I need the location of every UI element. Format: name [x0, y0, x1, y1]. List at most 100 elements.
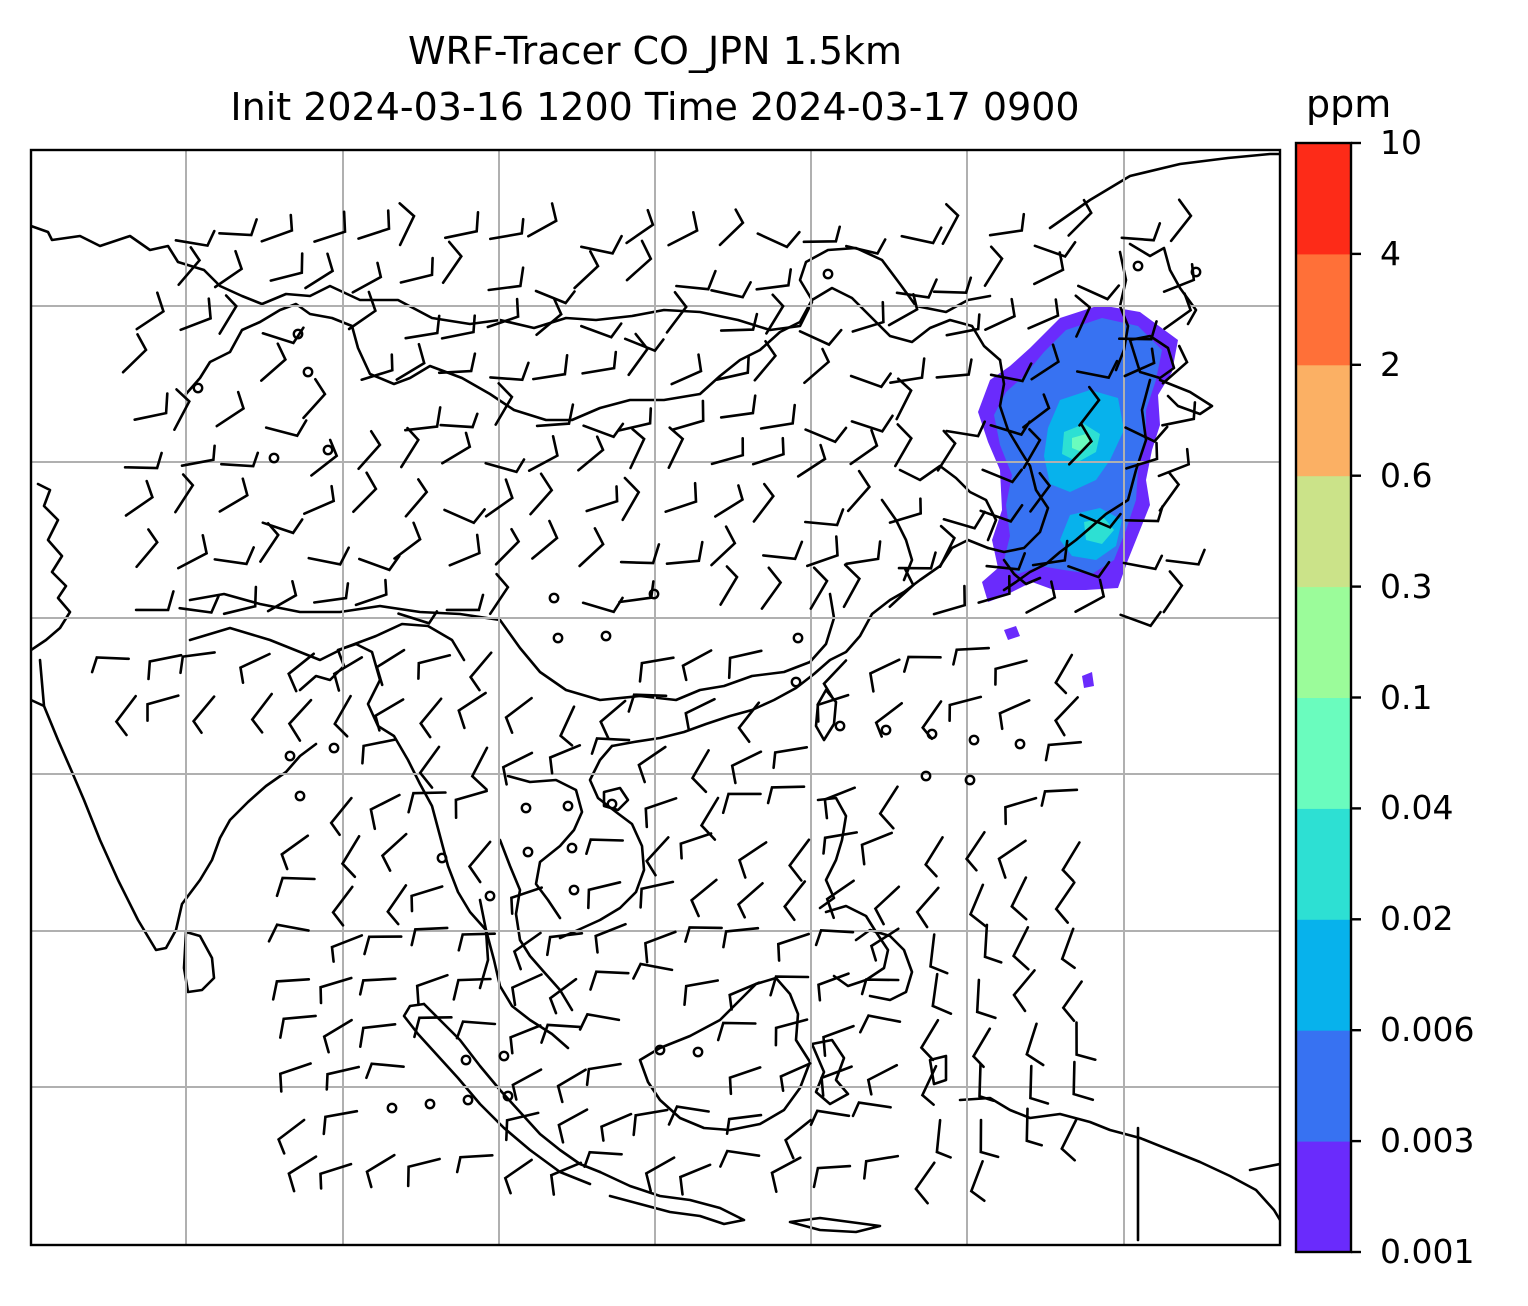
wind-barb: [784, 1118, 812, 1160]
wind-barb: [888, 567, 915, 608]
wind-barb: [874, 702, 903, 738]
colorbar-segment: [1296, 364, 1351, 477]
wind-barb: [1010, 876, 1028, 921]
wind-barb: [617, 407, 653, 432]
wind-barb: [404, 406, 442, 432]
calm-wind-circle: [822, 268, 834, 280]
wind-barb: [1053, 696, 1079, 737]
wind-barb: [271, 978, 311, 1001]
coastline-visayas: [824, 904, 890, 988]
wind-barb: [307, 546, 350, 566]
wind-barb: [710, 281, 752, 299]
wind-barb: [988, 212, 1026, 237]
calm-wind-circle: [926, 728, 938, 740]
wind-barb: [275, 876, 316, 898]
wind-barb: [971, 1027, 992, 1069]
wind-barb: [439, 412, 479, 429]
wind-barb: [511, 1068, 543, 1101]
wind-barb: [332, 656, 364, 692]
wind-barb: [580, 234, 623, 255]
wind-barb: [587, 881, 622, 910]
colorbar-tick-label: 0.1: [1380, 677, 1433, 717]
calm-wind-circle: [654, 1044, 666, 1056]
wind-barb: [859, 1014, 902, 1034]
wind-barb: [619, 543, 661, 565]
colorbar-segment: [1296, 808, 1351, 920]
wind-barb: [1076, 359, 1119, 380]
wind-barb: [627, 693, 668, 713]
wind-barb: [417, 654, 452, 680]
wind-barb: [822, 659, 848, 698]
wind-barb: [945, 420, 986, 438]
wind-barb: [798, 328, 843, 347]
wind-barb: [948, 695, 983, 722]
wind-barb: [774, 1018, 809, 1047]
wind-barb: [997, 839, 1027, 879]
wind-barb: [135, 291, 165, 331]
wind-barb: [174, 473, 195, 514]
wind-barb: [133, 392, 169, 421]
calm-wind-circle: [294, 790, 306, 802]
wind-barb: [510, 973, 543, 1007]
wind-barb: [437, 352, 477, 375]
wind-barb: [804, 508, 845, 527]
colorbar-segment: [1296, 586, 1351, 698]
wind-barb: [1118, 320, 1158, 341]
wind-barb: [675, 269, 717, 291]
wind-barb: [310, 438, 339, 477]
coastline-kamchatka: [1128, 242, 1198, 326]
wind-barb: [945, 313, 981, 337]
wind-barb: [413, 1016, 453, 1039]
wind-barb: [863, 1154, 900, 1180]
wind-barb: [1124, 425, 1169, 443]
wind-barb: [532, 354, 569, 381]
calm-wind-circle: [462, 1094, 474, 1106]
colorbar-segment: [1296, 253, 1351, 366]
wind-barb: [762, 540, 804, 561]
wind-barb: [644, 797, 678, 829]
wind-barb: [215, 390, 246, 428]
wind-barb: [1044, 740, 1082, 762]
wind-barb: [1060, 1118, 1078, 1162]
coastlines: [31, 152, 1280, 1242]
wind-barb: [753, 340, 778, 382]
wind-barb: [333, 694, 352, 738]
wind-barb: [407, 791, 447, 814]
wind-barb: [978, 1063, 995, 1102]
calm-wind-circle: [424, 1098, 436, 1110]
wind-barb: [213, 249, 244, 289]
wind-barb: [1012, 969, 1036, 1013]
wind-barb: [484, 458, 526, 474]
wind-barb: [361, 738, 397, 765]
wind-barb: [510, 886, 543, 915]
wind-barb: [419, 697, 443, 739]
wind-barb: [1072, 1060, 1095, 1102]
wind-barb: [638, 656, 675, 683]
wind-barb: [359, 1023, 397, 1048]
wind-barb: [488, 572, 510, 616]
wind-barb: [788, 838, 811, 882]
wind-barb: [625, 208, 655, 245]
wind-barb: [975, 978, 997, 1020]
wind-barb: [625, 239, 653, 282]
wind-barb: [393, 521, 422, 560]
calm-wind-circle: [920, 770, 932, 782]
wind-barb: [404, 314, 441, 340]
wind-barb: [802, 225, 841, 244]
wind-barb: [527, 202, 558, 238]
wind-barb: [1061, 841, 1081, 883]
border-russia-manchuria: [798, 246, 992, 314]
wind-barb: [621, 476, 641, 522]
wind-barb: [1067, 560, 1111, 579]
wind-barb: [322, 1109, 359, 1136]
colorbar-tick-label: 0.04: [1380, 788, 1454, 828]
wind-barb: [931, 972, 953, 1015]
wind-barb: [410, 885, 444, 913]
wind-barb: [889, 357, 926, 384]
wind-barb: [319, 1162, 353, 1190]
wind-barb: [1029, 471, 1052, 513]
wind-barb: [825, 879, 855, 920]
wind-barb: [816, 693, 850, 723]
colorbar-segment: [1296, 1030, 1351, 1142]
wind-barb: [179, 651, 216, 675]
